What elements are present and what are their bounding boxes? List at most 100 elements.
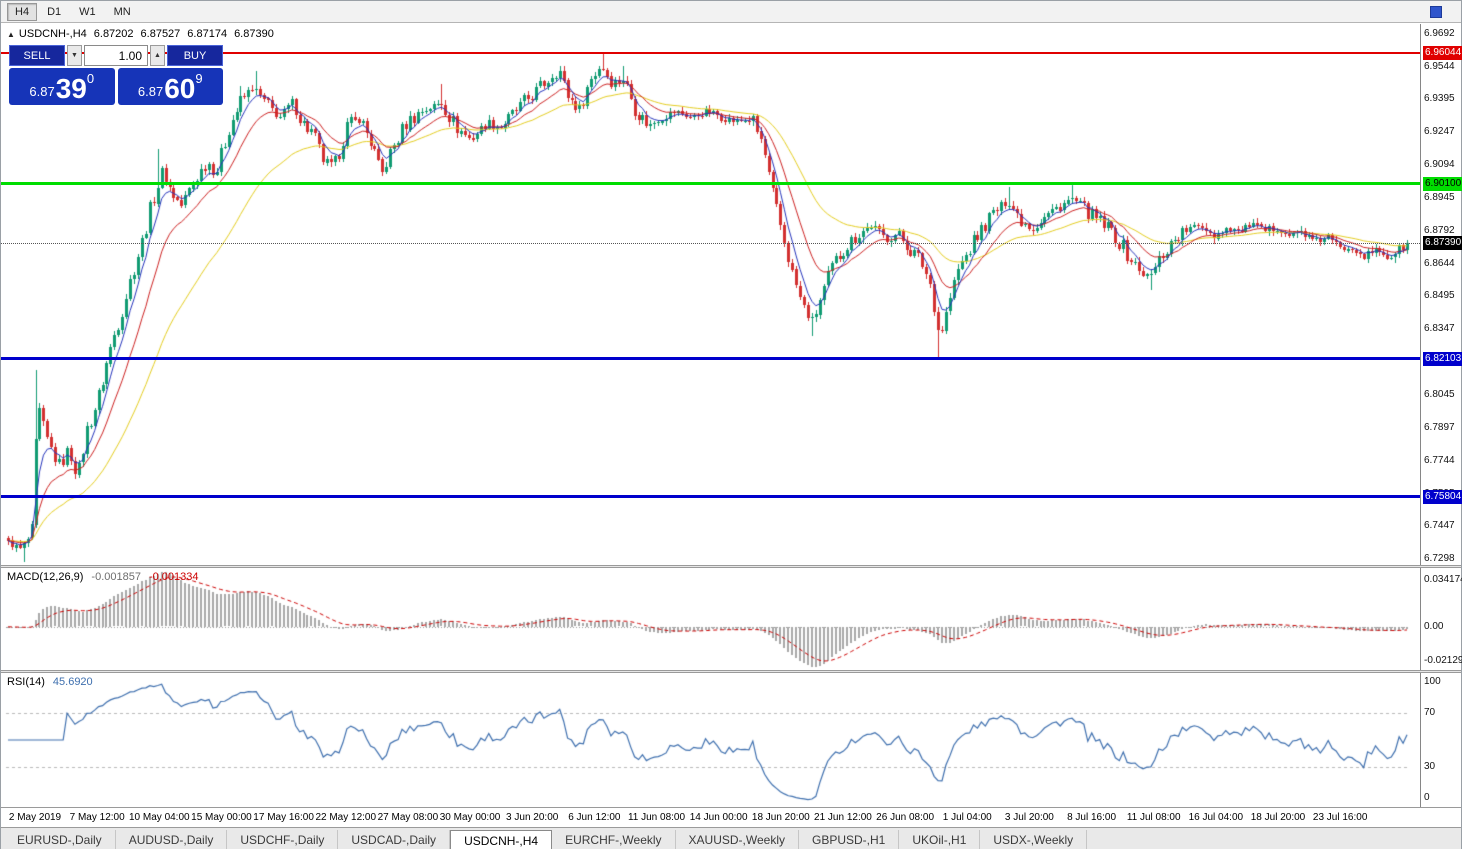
rsi-indicator-label: RSI(14) 45.6920 xyxy=(7,676,93,688)
price-tick-label: 6.7744 xyxy=(1424,455,1455,467)
timeframe-button-w1[interactable]: W1 xyxy=(79,5,96,18)
price-tick-label: 6.7447 xyxy=(1424,520,1455,532)
chart-tab-eurusd-daily[interactable]: EURUSD-,Daily xyxy=(4,830,116,849)
one-click-controls-row: SELL ▼ ▲ BUY xyxy=(9,45,223,66)
time-axis-label: 18 Jul 20:00 xyxy=(1250,812,1306,823)
time-axis-label: 18 Jun 20:00 xyxy=(751,812,810,823)
collapse-trade-panel-icon[interactable]: ▲ xyxy=(7,29,15,39)
volume-decrease-button[interactable]: ▼ xyxy=(67,45,82,66)
macd-value-signal: -0.001334 xyxy=(148,571,199,583)
panel-separator-macd[interactable] xyxy=(1,565,1461,568)
bid-price-line xyxy=(1,242,1422,244)
time-axis-label: 6 Jun 12:00 xyxy=(568,812,621,823)
timeframe-button-h4[interactable]: H4 xyxy=(7,2,38,21)
sell-button[interactable]: SELL xyxy=(9,45,65,66)
time-axis-label: 11 Jun 08:00 xyxy=(627,812,686,823)
current-price-badge: 6.87390 xyxy=(1423,235,1462,250)
sell-price-display[interactable]: 6.87 39 0 xyxy=(9,68,115,105)
buy-button[interactable]: BUY xyxy=(167,45,223,66)
price-level-line-resistance-red[interactable] xyxy=(1,52,1422,55)
chart-tab-usdcnh-h4[interactable]: USDCNH-,H4 xyxy=(450,830,553,849)
price-tick-label: 6.7897 xyxy=(1424,421,1455,433)
macd-scale-max: 0.034174 xyxy=(1424,574,1462,585)
time-axis-label: 7 May 12:00 xyxy=(69,812,125,823)
macd-value-main: -0.001857 xyxy=(91,571,141,583)
price-level-badge-resistance-red: 6.96044 xyxy=(1423,46,1462,61)
rsi-scale-100: 100 xyxy=(1424,676,1441,687)
volume-increase-button[interactable]: ▲ xyxy=(150,45,165,66)
macd-scale-min: -0.021296 xyxy=(1424,655,1462,666)
timeframe-button-d1[interactable]: D1 xyxy=(47,5,62,18)
price-level-line-support-blue-upper[interactable] xyxy=(1,356,1422,360)
time-axis-label: 2 May 2019 xyxy=(8,812,62,823)
one-click-prices-row: 6.87 39 0 6.87 60 9 xyxy=(9,68,223,105)
sell-price-base: 6.87 xyxy=(29,84,55,99)
panel-separator-rsi[interactable] xyxy=(1,670,1461,673)
buy-price-big: 60 xyxy=(164,73,196,104)
rsi-scale-70: 70 xyxy=(1424,707,1436,719)
ohlc-open: 6.87202 xyxy=(93,28,134,40)
price-tick-label: 6.9544 xyxy=(1424,60,1455,72)
price-tick-label: 6.7298 xyxy=(1424,552,1455,564)
time-axis-label: 3 Jun 20:00 xyxy=(506,812,559,823)
time-axis-label: 16 Jul 04:00 xyxy=(1188,812,1244,823)
macd-scale-zero: 0.00 xyxy=(1424,620,1444,632)
chart-symbol-title: USDCNH-,H4 xyxy=(18,28,87,40)
time-axis-label: 10 May 04:00 xyxy=(128,812,190,823)
time-axis-label: 30 May 00:00 xyxy=(439,812,501,823)
time-axis[interactable]: 2 May 2019 7 May 12:00 10 May 04:00 15 May … xyxy=(1,807,1461,827)
timeframe-toolbar: H4 D1 W1 MN xyxy=(1,1,1461,23)
buy-price-base: 6.87 xyxy=(137,84,164,99)
time-axis-label: 14 Jun 00:00 xyxy=(689,812,748,823)
price-level-badge-pivot-green: 6.90100 xyxy=(1423,176,1462,191)
chart-tab-xauusd-weekly[interactable]: XAUUSD-,Weekly xyxy=(676,830,799,849)
macd-indicator-label: MACD(12,26,9) -0.001857 -0.001334 xyxy=(7,571,199,583)
time-axis-label: 8 Jul 16:00 xyxy=(1067,812,1117,823)
chart-tab-usdx-weekly[interactable]: USDX-,Weekly xyxy=(980,830,1088,849)
buy-price-sup: 9 xyxy=(195,71,203,86)
price-tick-label: 6.8792 xyxy=(1424,225,1455,237)
chart-tab-usdcad-daily[interactable]: USDCAD-,Daily xyxy=(338,830,451,849)
time-axis-label: 11 Jul 08:00 xyxy=(1126,812,1181,823)
time-axis-label: 27 May 08:00 xyxy=(377,812,439,823)
chart-tab-audusd-daily[interactable]: AUDUSD-,Daily xyxy=(116,830,228,849)
ohlc-header: ▲ USDCNH-,H4 6.87202 6.87527 6.87174 6.8… xyxy=(7,28,274,40)
price-level-line-support-blue-lower[interactable] xyxy=(1,494,1422,498)
chart-tab-ukoil-h1[interactable]: UKOil-,H1 xyxy=(899,830,981,849)
ohlc-close: 6.87390 xyxy=(234,28,274,40)
macd-name: MACD(12,26,9) xyxy=(7,571,84,583)
volume-input[interactable] xyxy=(84,45,148,66)
rsi-scale-30: 30 xyxy=(1424,760,1436,772)
rsi-scale-0: 0 xyxy=(1424,792,1430,803)
price-tick-label: 6.8045 xyxy=(1424,389,1455,401)
price-axis[interactable]: 6.9692 6.9544 6.9395 6.9247 6.9094 6.8945 6.87… xyxy=(1420,24,1462,807)
one-click-trading-panel: SELL ▼ ▲ BUY 6.87 39 0 6.87 60 9 xyxy=(9,45,223,105)
price-level-badge-support-blue-upper: 6.82103 xyxy=(1423,351,1462,366)
price-tick-label: 6.8644 xyxy=(1424,257,1455,269)
chart-tab-usdchf-daily[interactable]: USDCHF-,Daily xyxy=(227,830,339,849)
time-axis-label: 17 May 16:00 xyxy=(253,812,314,823)
chart-tab-gbpusd-h1[interactable]: GBPUSD-,H1 xyxy=(799,830,900,849)
corner-blue-icon xyxy=(1430,6,1442,18)
price-level-line-pivot-green[interactable] xyxy=(1,181,1422,185)
buy-price-display[interactable]: 6.87 60 9 xyxy=(117,68,223,105)
chart-tabs-bar: EURUSD-,Daily AUDUSD-,Daily USDCHF-,Daily U… xyxy=(1,827,1461,849)
price-tick-label: 6.8347 xyxy=(1424,322,1455,334)
time-axis-label: 21 Jun 12:00 xyxy=(814,812,872,823)
rsi-value: 45.6920 xyxy=(52,676,93,688)
time-axis-label: 23 Jul 16:00 xyxy=(1312,812,1368,823)
chart-tab-eurchf-weekly[interactable]: EURCHF-,Weekly xyxy=(552,830,676,849)
time-axis-label: 22 May 12:00 xyxy=(315,812,377,823)
rsi-name: RSI(14) xyxy=(7,676,45,688)
timeframe-button-mn[interactable]: MN xyxy=(113,5,131,18)
sell-price-sup: 0 xyxy=(86,71,95,86)
time-axis-label: 3 Jul 20:00 xyxy=(1004,812,1054,823)
time-axis-label: 26 Jun 08:00 xyxy=(876,812,935,823)
price-level-badge-support-blue-lower: 6.75804 xyxy=(1423,489,1462,504)
price-tick-label: 6.8945 xyxy=(1424,191,1455,203)
price-chart-canvas[interactable] xyxy=(1,24,1422,807)
time-axis-label: 1 Jul 04:00 xyxy=(942,812,992,823)
time-axis-label: 15 May 00:00 xyxy=(191,812,252,823)
price-tick-label: 6.9395 xyxy=(1424,93,1455,105)
